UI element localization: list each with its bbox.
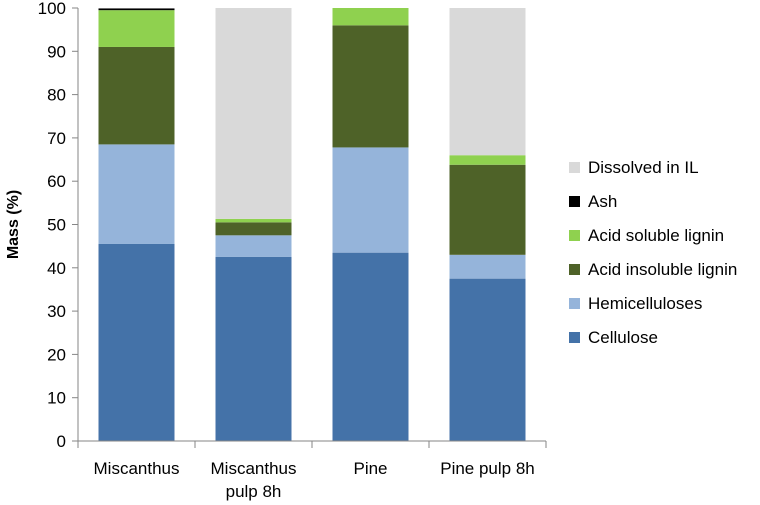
bar-segment-dissolved-in-il-4 (449, 8, 526, 156)
legend: Dissolved in IL Ash Acid soluble lignin Aci… (569, 158, 737, 347)
x-category-label: Pine (353, 459, 387, 478)
y-axis-title: Mass (%) (5, 190, 22, 259)
legend-label: Acid insoluble lignin (588, 260, 737, 279)
y-tick-label: 10 (47, 389, 66, 408)
legend-label: Acid soluble lignin (588, 226, 724, 245)
bar-segment-cellulose-2 (215, 256, 292, 441)
x-category-label-line: Pine (353, 459, 387, 478)
y-tick-label: 0 (57, 432, 66, 451)
bar-segment-acid-soluble-lignin-2 (215, 218, 292, 223)
bar-segment-hemicelluloses-4 (449, 254, 526, 279)
x-axis: Miscanthus Miscanthus pulp 8h Pine Pine pulp… (77, 440, 547, 501)
legend-swatch-acid-insoluble-lignin (569, 264, 580, 275)
y-tick-label: 50 (47, 216, 66, 235)
bar-segment-acid-soluble-lignin-3 (332, 8, 409, 26)
legend-label: Dissolved in IL (588, 158, 699, 177)
legend-swatch-dissolved-in-il (569, 162, 580, 173)
y-tick-label: 40 (47, 259, 66, 278)
y-tick-label: 100 (38, 0, 66, 18)
legend-label: Ash (588, 192, 617, 211)
y-axis: 0 10 20 30 40 50 60 70 80 90 100 (38, 0, 79, 451)
y-tick-label: 20 (47, 345, 66, 364)
y-tick-label: 70 (47, 129, 66, 148)
y-tick-label: 60 (47, 172, 66, 191)
bar-segment-acid-insoluble-lignin-2 (215, 222, 292, 236)
x-category-label: Miscanthus pulp 8h (211, 459, 297, 501)
bar-segment-dissolved-in-il-2 (215, 8, 292, 219)
bar-segment-cellulose-4 (449, 278, 526, 441)
legend-swatch-acid-soluble-lignin (569, 230, 580, 241)
legend-swatch-hemicelluloses (569, 298, 580, 309)
bar-segment-acid-soluble-lignin-1 (98, 10, 175, 47)
x-category-label-line: Miscanthus (94, 459, 180, 478)
x-category-label: Miscanthus (94, 459, 180, 478)
bar-segment-hemicelluloses-1 (98, 144, 175, 244)
legend-label: Cellulose (588, 328, 658, 347)
bar-segment-cellulose-1 (98, 243, 175, 441)
x-category-label: Pine pulp 8h (440, 459, 535, 478)
bar-segment-ash-1 (98, 8, 175, 11)
bar-segment-hemicelluloses-3 (332, 147, 409, 253)
bar-segment-hemicelluloses-2 (215, 235, 292, 257)
bar-segment-acid-soluble-lignin-4 (449, 155, 526, 165)
x-category-label-line: pulp 8h (226, 482, 282, 501)
y-tick-label: 30 (47, 302, 66, 321)
bar-segment-cellulose-3 (332, 252, 409, 441)
x-category-label-line: Pine pulp 8h (440, 459, 535, 478)
y-tick-label: 80 (47, 86, 66, 105)
bar-segment-acid-insoluble-lignin-4 (449, 164, 526, 255)
legend-swatch-ash (569, 196, 580, 207)
legend-label: Hemicelluloses (588, 294, 702, 313)
plot-area (98, 8, 526, 441)
x-category-label-line: Miscanthus (211, 459, 297, 478)
bar-segment-acid-insoluble-lignin-3 (332, 25, 409, 148)
legend-swatch-cellulose (569, 332, 580, 343)
bar-segment-acid-insoluble-lignin-1 (98, 46, 175, 145)
y-tick-label: 90 (47, 42, 66, 61)
